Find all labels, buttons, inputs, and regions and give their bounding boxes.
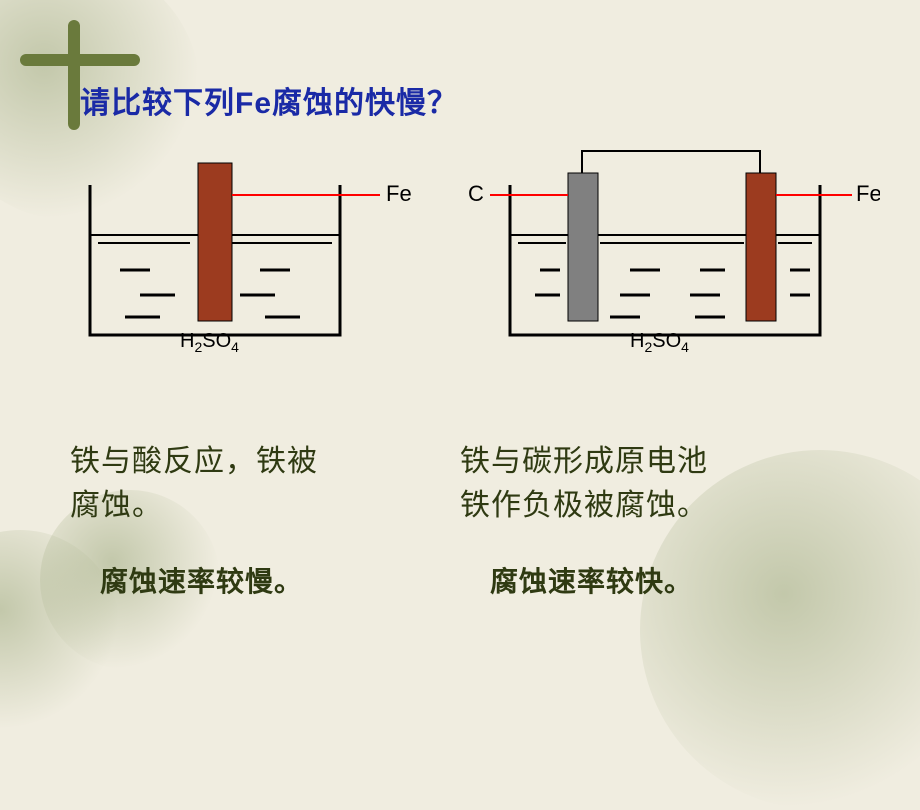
label-c: C xyxy=(468,181,484,206)
explain-right-line1: 铁与碳形成原电池 xyxy=(460,445,708,478)
electrode-fe xyxy=(198,163,232,321)
electrode-c xyxy=(568,173,598,321)
label-fe: Fe xyxy=(856,181,880,206)
question-title: 请比较下列Fe腐蚀的快慢？ xyxy=(80,78,458,122)
rate-left: 腐蚀速率较慢。 xyxy=(100,560,303,600)
wire xyxy=(582,151,760,173)
diagram-right: C Fe H2SO4 xyxy=(460,130,880,395)
rate-right: 腐蚀速率较快。 xyxy=(490,560,693,600)
explain-left: 铁与酸反应，铁被 腐蚀。 xyxy=(70,440,318,527)
label-h2so4: H2SO4 xyxy=(630,330,689,355)
explain-right-line2: 铁作负极被腐蚀。 xyxy=(460,489,708,522)
diagram-left: Fe H2SO4 xyxy=(80,130,420,395)
explain-left-line1: 铁与酸反应，铁被 xyxy=(70,445,318,478)
electrode-fe xyxy=(746,173,776,321)
explain-left-line2: 腐蚀。 xyxy=(70,489,163,522)
label-h2so4: H2SO4 xyxy=(180,330,239,355)
label-fe: Fe xyxy=(386,181,412,206)
beaker-left-svg: Fe xyxy=(80,130,420,390)
explain-right: 铁与碳形成原电池 铁作负极被腐蚀。 xyxy=(460,440,708,527)
diagram-area: Fe H2SO4 xyxy=(0,130,920,390)
